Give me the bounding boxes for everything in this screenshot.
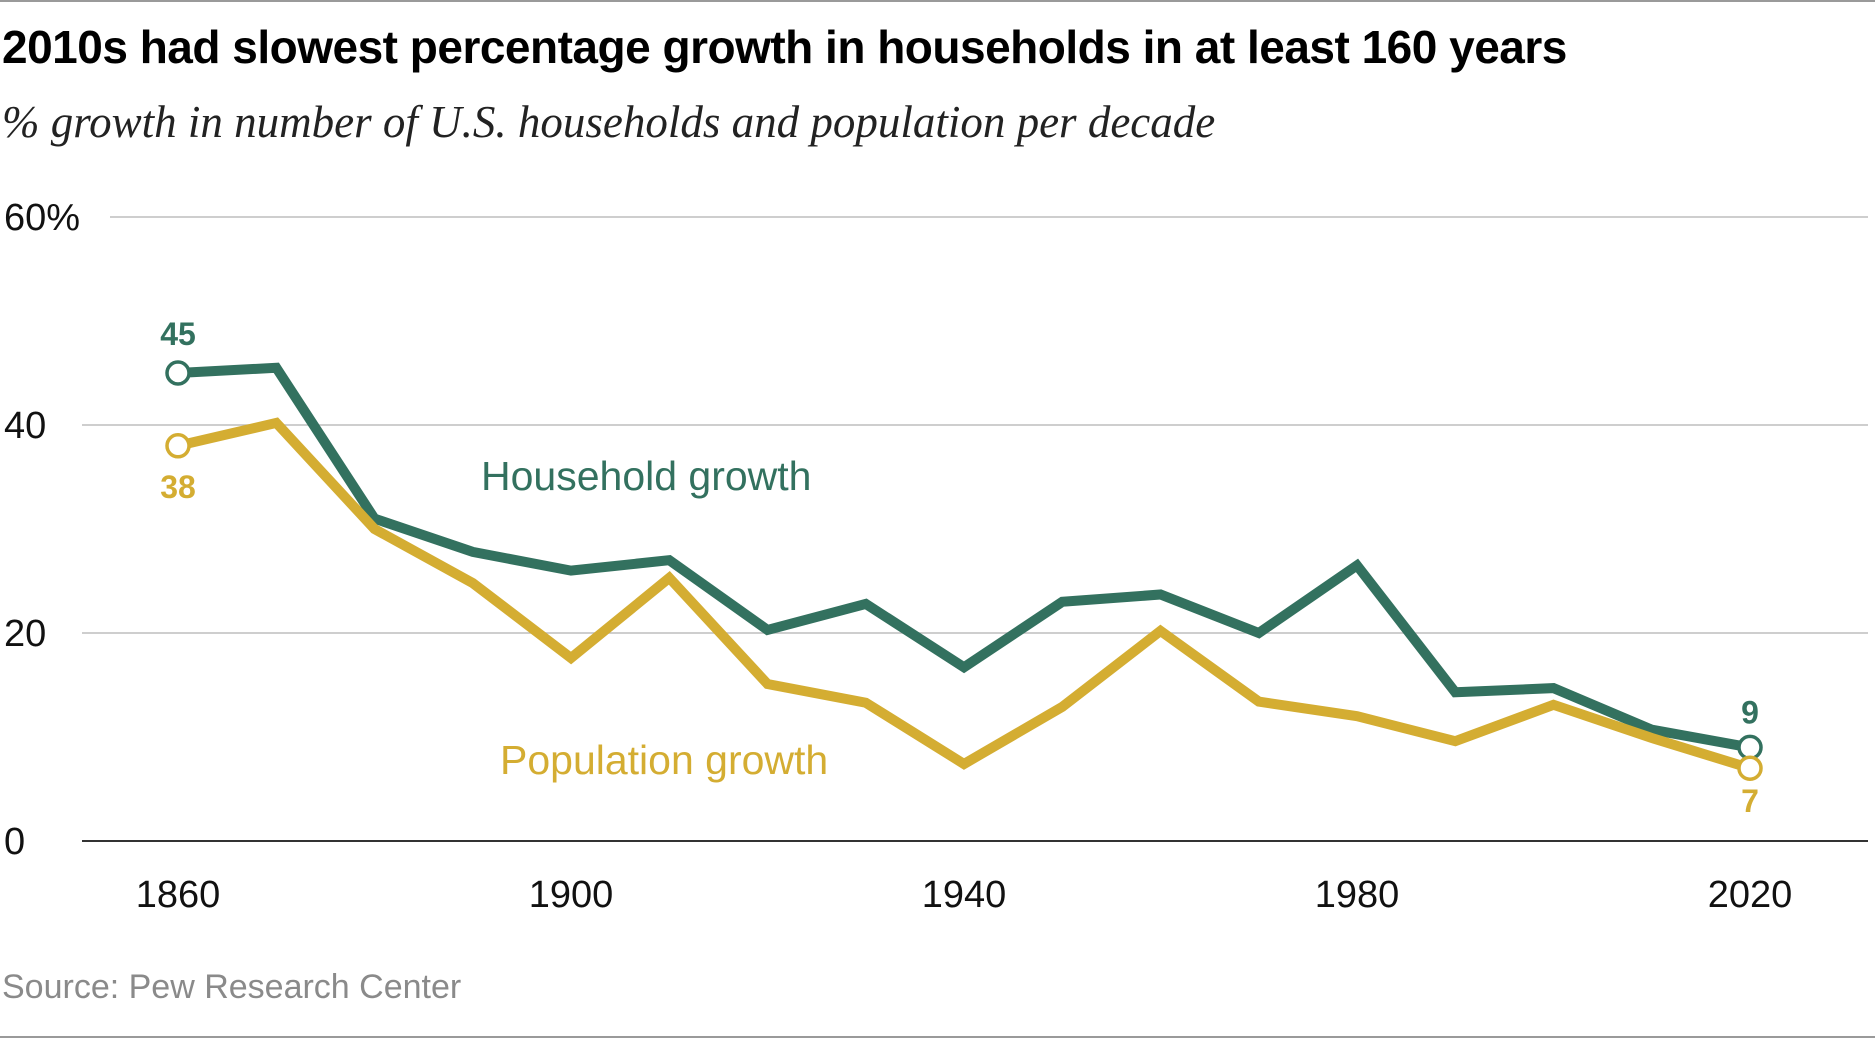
y-tick-label: 20 [4, 613, 46, 655]
population-end-value-label: 7 [1741, 783, 1759, 819]
household-growth-line [177, 362, 1751, 753]
x-tick-label: 1900 [529, 874, 614, 916]
endpoint-markers [165, 360, 1763, 781]
y-tick-label: 60% [4, 197, 80, 239]
chart-labels: 45 38 9 7 Household growth Population growth [160, 316, 1759, 819]
chart-title: 2010s had slowest percentage growth in h… [2, 21, 1567, 73]
household-start-marker [165, 360, 191, 386]
household-end-marker [1737, 734, 1763, 761]
gridlines [82, 216, 1868, 634]
household-series-label: Household growth [481, 453, 811, 499]
source-note: Source: Pew Research Center [2, 968, 462, 1006]
x-tick-label: 1860 [136, 874, 221, 916]
population-end-marker [1737, 755, 1763, 781]
population-start-marker [165, 433, 191, 459]
series-lines [176, 362, 1752, 773]
household-start-value-label: 45 [160, 316, 196, 352]
population-series-label: Population growth [500, 737, 828, 783]
axes: 0 20 40 60% 1860 1900 1940 1980 2020 [4, 197, 1868, 916]
population-growth-line [176, 417, 1752, 773]
x-tick-label: 1940 [922, 874, 1007, 916]
x-tick-label: 1980 [1315, 874, 1400, 916]
bottom-rule [0, 1036, 1875, 1038]
x-tick-label: 2020 [1708, 874, 1793, 916]
y-tick-label: 0 [4, 821, 25, 863]
chart-subtitle: % growth in number of U.S. households an… [2, 97, 1216, 147]
household-end-value-label: 9 [1741, 694, 1759, 730]
y-tick-label: 40 [4, 405, 46, 447]
top-rule [0, 0, 1875, 2]
population-start-value-label: 38 [160, 469, 196, 505]
